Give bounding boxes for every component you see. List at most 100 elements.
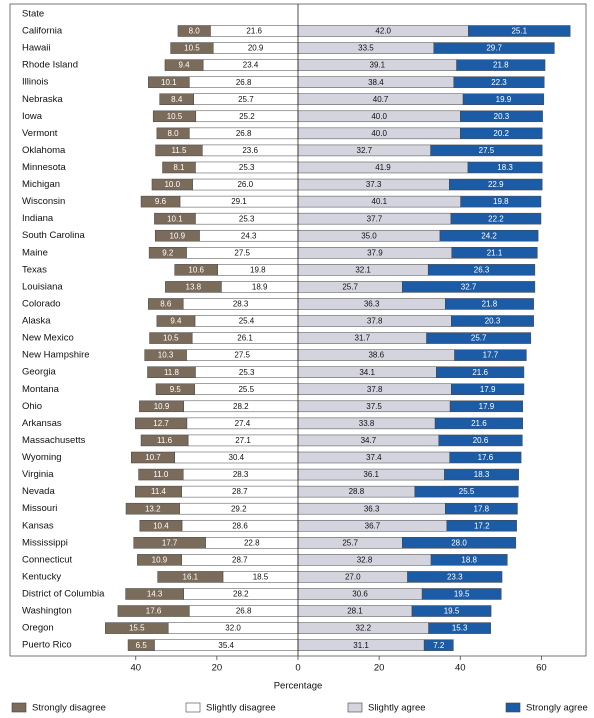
bar-segment xyxy=(148,298,184,310)
category-label: Texas xyxy=(22,264,47,275)
bar-segment xyxy=(131,451,175,464)
value-label: 22.2 xyxy=(488,214,504,223)
value-label: 30.6 xyxy=(352,590,368,599)
value-label: 22.8 xyxy=(244,538,260,547)
value-label: 32.1 xyxy=(355,265,371,274)
category-label: Maine xyxy=(22,247,48,258)
bar-segment xyxy=(438,434,523,447)
value-label: 16.1 xyxy=(183,573,199,582)
category-label: Nebraska xyxy=(22,94,63,105)
bar-segment xyxy=(444,502,518,515)
value-label: 37.8 xyxy=(367,385,383,394)
bar-segment xyxy=(434,417,523,430)
category-label: Iowa xyxy=(22,111,43,122)
bar-segment xyxy=(156,315,196,327)
bar-segment xyxy=(450,212,542,225)
value-label: 36.7 xyxy=(365,521,381,530)
bar-segment xyxy=(177,25,211,37)
bar-segment xyxy=(152,110,197,123)
value-label: 23.6 xyxy=(242,146,258,155)
category-label: Illinois xyxy=(22,77,49,88)
category-label: Michigan xyxy=(22,179,60,190)
value-label: 11.6 xyxy=(157,436,173,445)
bar-segment xyxy=(156,127,190,140)
value-label: 21.8 xyxy=(493,61,509,70)
value-label: 18.8 xyxy=(461,555,477,564)
bar-segment xyxy=(154,229,200,242)
value-label: 29.7 xyxy=(486,44,502,53)
category-header: State xyxy=(22,9,44,20)
value-label: 26.1 xyxy=(237,334,253,343)
category-label: Oklahoma xyxy=(22,145,66,156)
value-label: 10.6 xyxy=(188,265,204,274)
bar-segment xyxy=(147,366,196,378)
value-label: 38.4 xyxy=(368,78,384,87)
bar-segment xyxy=(468,25,571,37)
value-label: 8.6 xyxy=(160,300,172,309)
value-label: 32.2 xyxy=(356,624,372,633)
bar-segment xyxy=(155,144,203,157)
value-label: 17.6 xyxy=(146,607,162,616)
bar-segment xyxy=(449,451,522,464)
value-label: 35.4 xyxy=(218,641,234,650)
value-label: 27.0 xyxy=(345,573,361,582)
value-label: 26.8 xyxy=(236,78,252,87)
bar-segment xyxy=(444,298,534,310)
value-label: 18.5 xyxy=(253,573,269,582)
legend-swatch xyxy=(185,702,201,713)
bar-segment xyxy=(170,42,214,54)
value-label: 10.9 xyxy=(154,402,170,411)
category-label: District of Columbia xyxy=(22,588,105,599)
bar-segment xyxy=(159,93,195,105)
value-label: 28.0 xyxy=(451,538,467,547)
value-label: 20.3 xyxy=(494,112,510,121)
value-label: 10.5 xyxy=(184,44,200,53)
x-tick-label: 20 xyxy=(212,663,223,674)
legend-swatch xyxy=(11,702,27,713)
value-label: 36.3 xyxy=(364,504,380,513)
value-label: 42.0 xyxy=(375,27,391,36)
value-label: 25.7 xyxy=(342,538,358,547)
value-label: 26.0 xyxy=(237,180,253,189)
value-label: 23.3 xyxy=(447,573,463,582)
bar-segment xyxy=(430,144,543,157)
value-label: 18.3 xyxy=(497,163,513,172)
value-label: 12.7 xyxy=(153,419,169,428)
bar-segment xyxy=(426,332,532,344)
x-tick-label: 20 xyxy=(374,663,385,674)
value-label: 31.1 xyxy=(353,641,369,650)
value-label: 10.7 xyxy=(145,453,161,462)
value-label: 28.8 xyxy=(349,487,365,496)
value-label: 14.3 xyxy=(147,590,163,599)
category-label: Kansas xyxy=(22,520,54,531)
value-label: 11.4 xyxy=(151,487,167,496)
category-label: Nevada xyxy=(22,486,55,497)
category-label: Wisconsin xyxy=(22,196,65,207)
legend-label: Slightly disagree xyxy=(206,703,276,714)
value-label: 33.5 xyxy=(358,44,374,53)
bar-segment xyxy=(133,537,206,549)
value-label: 13.2 xyxy=(145,504,161,513)
x-tick-label: 0 xyxy=(295,663,300,674)
bar-segment xyxy=(414,485,519,498)
value-label: 18.9 xyxy=(252,283,268,292)
value-label: 9.5 xyxy=(170,385,182,394)
category-label: Indiana xyxy=(22,213,54,224)
value-label: 10.4 xyxy=(153,521,169,530)
value-label: 25.5 xyxy=(238,385,254,394)
value-label: 40.7 xyxy=(373,95,389,104)
bar-segment xyxy=(135,417,188,430)
bar-segment xyxy=(105,622,169,634)
value-label: 32.8 xyxy=(357,555,373,564)
value-label: 10.0 xyxy=(164,180,180,189)
legend-label: Slightly agree xyxy=(368,703,426,714)
category-label: Georgia xyxy=(22,367,57,378)
bar-segment xyxy=(127,639,155,651)
value-label: 24.3 xyxy=(241,231,257,240)
value-label: 25.5 xyxy=(459,487,475,496)
bar-segment xyxy=(125,502,180,515)
value-label: 39.1 xyxy=(370,61,386,70)
value-label: 25.2 xyxy=(239,112,255,121)
legend-swatch xyxy=(347,702,363,713)
category-label: Rhode Island xyxy=(22,60,78,71)
